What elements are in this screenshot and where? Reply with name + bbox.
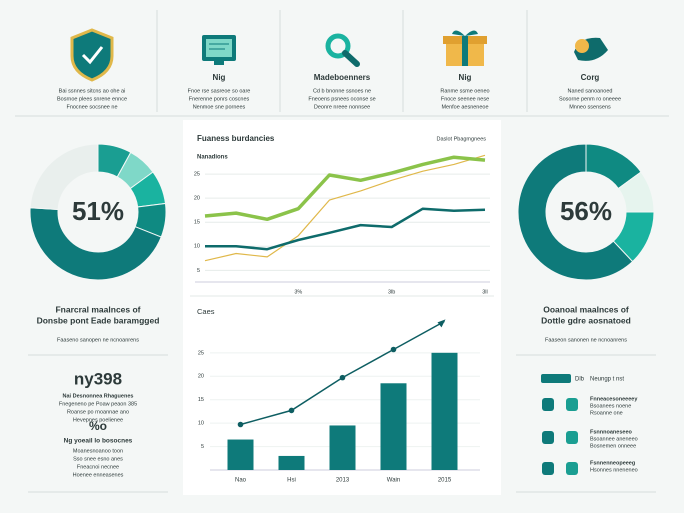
- progress-bar: [541, 374, 571, 383]
- x-tick-label: Wain: [387, 478, 400, 484]
- item-text: Sosorne penm ro oneeee: [559, 96, 621, 102]
- item-text: Menfoe aesneneoe: [441, 104, 488, 110]
- caption-sub: Faaseon sanonen ne ncnoanrens: [545, 337, 627, 343]
- bar: [329, 425, 356, 470]
- trend-point: [288, 407, 295, 414]
- gift-icon: [443, 30, 487, 66]
- chart-title: Caes: [197, 307, 215, 316]
- text-line: Roanse po rnoannae ano: [67, 409, 129, 415]
- bar-text: Neungp t nst: [590, 377, 624, 383]
- item-text: Deonre nreee nonnsee: [314, 104, 370, 110]
- donut-label: 56%: [560, 196, 612, 226]
- y-tick-label: 15: [194, 220, 200, 226]
- donut-label: 51%: [72, 196, 124, 226]
- y-tick-label: 5: [197, 268, 200, 274]
- bar: [227, 439, 254, 470]
- search-icon: [325, 33, 360, 67]
- item-text: Mnneo ssensens: [569, 104, 611, 110]
- y-tick-label: 25: [198, 350, 204, 356]
- caption: Dottle gdre aosnatoed: [541, 315, 631, 325]
- x-tick-label: 3%: [294, 289, 302, 295]
- item-text: Nenmoe sne pornees: [193, 104, 246, 110]
- caption-sub: Faaseno sanopen ne ncnoanrens: [57, 337, 139, 343]
- item-text: Naned sanoanoed: [568, 88, 613, 94]
- monitor-icon: [202, 35, 236, 65]
- caption: Donsbe pont Eade baramgged: [37, 315, 160, 325]
- y-tick-label: 10: [194, 244, 200, 250]
- text-line: Fneacnoi necnee: [77, 464, 119, 470]
- list-text: Hsonnes nneneneo: [590, 467, 638, 473]
- list-text: Bsoanees noene: [590, 403, 631, 409]
- chart-title: Fuaness burdancies: [197, 134, 275, 143]
- pct-label: %o: [89, 419, 107, 433]
- bar-label: Dlb: [575, 377, 585, 383]
- item-text: Ranme ssme oeneo: [440, 88, 489, 94]
- item-text: Fnocnee socsnee ne: [66, 104, 117, 110]
- shield-icon: [70, 28, 114, 82]
- donut-segment: [517, 143, 634, 281]
- item-title: Nig: [459, 73, 472, 82]
- text-line: Sso snee esno anes: [73, 456, 123, 462]
- item-title: Corg: [581, 73, 600, 82]
- y-tick-label: 25: [194, 172, 200, 178]
- item-text: Fneoens psnees oconse se: [308, 96, 375, 102]
- item-text: Bosrnoe plees snrene ennce: [57, 96, 127, 102]
- text-line: Fnegeneno pe Poaw peaon 385: [59, 401, 137, 407]
- list-text: Bosnemen onneee: [590, 443, 636, 449]
- item-title: Madeboenners: [314, 73, 371, 82]
- x-tick-label: 3ll: [482, 289, 488, 295]
- caption: Ooanoal maalnces of: [543, 304, 629, 314]
- trend-arrow: [437, 319, 446, 328]
- list-text: Fnneacesoneeeey: [590, 396, 638, 402]
- y-tick-label: 15: [198, 397, 204, 403]
- trend-point: [237, 421, 244, 428]
- coin-icon: [574, 37, 608, 61]
- text-line: Nai Desnonnea Rhaguenes: [63, 393, 134, 399]
- item-text: Fnoce seenee nese: [441, 96, 489, 102]
- trend-point: [390, 346, 397, 353]
- y-tick-label: 10: [198, 421, 204, 427]
- x-tick-label: Hsi: [287, 478, 296, 484]
- x-tick-label: 2013: [336, 478, 350, 484]
- chart-subtitle: Nanadions: [197, 155, 228, 161]
- text-line: Hevepnes poelienee: [73, 417, 123, 423]
- line-series: [205, 207, 486, 251]
- bar: [380, 383, 407, 470]
- sub-title: Ng yoeail lo bosocnes: [64, 438, 133, 445]
- list-icons: [542, 398, 578, 475]
- y-tick-label: 5: [201, 444, 204, 450]
- bar: [278, 455, 305, 470]
- list-text: Rsoanne one: [590, 410, 623, 416]
- list-text: Fsnnenneopeeeg: [590, 460, 635, 466]
- x-tick-label: 2015: [438, 478, 452, 484]
- caption: Fnarcral maalnces of: [55, 304, 140, 314]
- item-text: Fnoe rse sasreoe so oare: [188, 88, 251, 94]
- donut-segment: [29, 207, 162, 281]
- item-text: Fnerenne ponrs coscnes: [189, 96, 250, 102]
- list-text: Fsnnnoaneseeo: [590, 429, 633, 435]
- legend-text: Daslot Pbagmgnees: [436, 136, 486, 142]
- big-number: ny398: [74, 369, 122, 388]
- text-line: Moanesnoanoo toon: [73, 448, 123, 454]
- x-tick-label: Nao: [235, 478, 247, 484]
- trend-point: [339, 374, 346, 381]
- y-tick-label: 20: [198, 374, 204, 380]
- separators: [15, 10, 669, 493]
- bar: [431, 352, 458, 470]
- donut-segment: [29, 143, 99, 211]
- y-tick-label: 20: [194, 196, 200, 202]
- x-tick-label: 3lb: [388, 289, 395, 295]
- line-series: [204, 154, 486, 262]
- list-text: Bsoannee aneneeo: [590, 436, 638, 442]
- item-text: Cd b bnonne ssnoes ne: [313, 88, 371, 94]
- item-text: Bai ssnnes sitcns ao ohe ai: [59, 88, 126, 94]
- item-title: Nig: [213, 73, 226, 82]
- text-line: Hoenee enneasenes: [73, 472, 124, 478]
- line-series: [204, 155, 486, 222]
